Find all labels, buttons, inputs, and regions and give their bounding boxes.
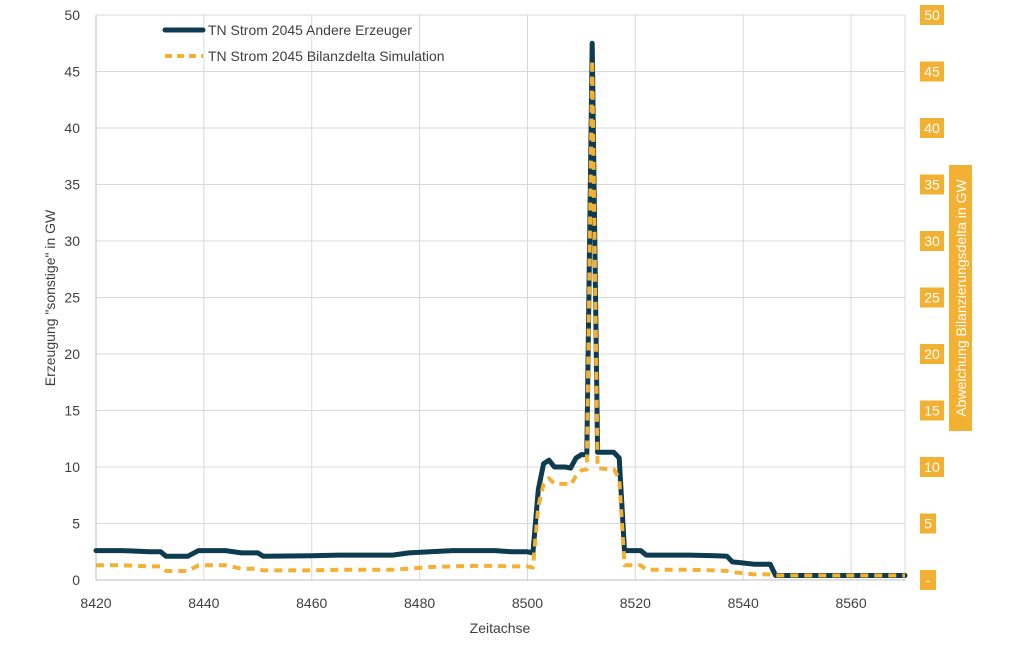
series-lines	[93, 40, 908, 578]
y-axis-title: Erzeugung "sonstige" in GW	[42, 209, 58, 386]
y2-tick-background	[920, 457, 944, 477]
y2-tick-label: 25	[924, 290, 940, 306]
y2-tick-background	[920, 513, 936, 534]
y-tick-label: 35	[64, 177, 80, 193]
y2-tick-label: 40	[924, 120, 940, 136]
legend-label-series-2: TN Strom 2045 Bilanzdelta Simulation	[208, 48, 445, 64]
y-tick-label: 10	[64, 459, 80, 475]
axes	[95, 15, 905, 581]
y2-axis-title-background	[949, 165, 972, 431]
x-tick-label: 8420	[80, 595, 111, 611]
y2-tick-label: -	[926, 572, 931, 588]
grid	[95, 14, 906, 580]
y2-tick-label: 10	[924, 459, 940, 475]
y2-axis-title: Abweichung Bilanzierungsdelta in GW	[949, 165, 972, 431]
x-axis-title: Zeitachse	[470, 620, 531, 636]
y2-tick-background	[920, 344, 944, 364]
y-tick-label: 50	[64, 7, 80, 23]
y2-tick-background	[920, 61, 944, 82]
y2-tick-background	[920, 174, 944, 195]
x-tick-label: 8440	[188, 595, 219, 611]
y-tick-label: 30	[64, 233, 80, 249]
y2-tick-background	[920, 570, 936, 590]
series-line-2	[96, 58, 905, 578]
y2-tick-label: 30	[924, 233, 940, 249]
y2-tick-label: 5	[924, 516, 932, 532]
y2-tick-label: 35	[924, 177, 940, 193]
y2-tick-label: 20	[924, 346, 940, 362]
y-tick-label: 5	[72, 516, 80, 532]
y2-tick-background	[920, 118, 944, 138]
y2-tick-background	[920, 400, 944, 421]
y2-tick-label: 45	[924, 64, 940, 80]
y-tick-label: 15	[64, 403, 80, 419]
series-line-1	[93, 40, 908, 578]
y-tick-label: 25	[64, 290, 80, 306]
x-tick-label: 8480	[404, 595, 435, 611]
x-tick-label: 8500	[512, 595, 543, 611]
y2-tick-background	[920, 5, 944, 25]
y2-tick-label: 50	[924, 7, 940, 23]
y-tick-label: 45	[64, 64, 80, 80]
y2-tick-label: 15	[924, 403, 940, 419]
x-tick-label: 8520	[620, 595, 651, 611]
legend: TN Strom 2045 Andere Erzeuger TN Strom 2…	[162, 22, 445, 64]
y2-axis-title-text: Abweichung Bilanzierungsdelta in GW	[953, 179, 969, 417]
y-tick-label: 40	[64, 120, 80, 136]
y2-tick-background	[920, 231, 944, 251]
y-tick-label: 0	[72, 572, 80, 588]
x-tick-label: 8460	[296, 595, 327, 611]
tick-labels: 0 5 10 15 20 25 30 35 40 45 50 8420 8440 8460 8480 8500…	[64, 5, 944, 611]
y2-tick-background	[920, 287, 944, 308]
x-tick-label: 8560	[835, 595, 866, 611]
y-tick-label: 20	[64, 346, 80, 362]
x-tick-label: 8540	[728, 595, 759, 611]
legend-label-series-1: TN Strom 2045 Andere Erzeuger	[208, 22, 412, 38]
